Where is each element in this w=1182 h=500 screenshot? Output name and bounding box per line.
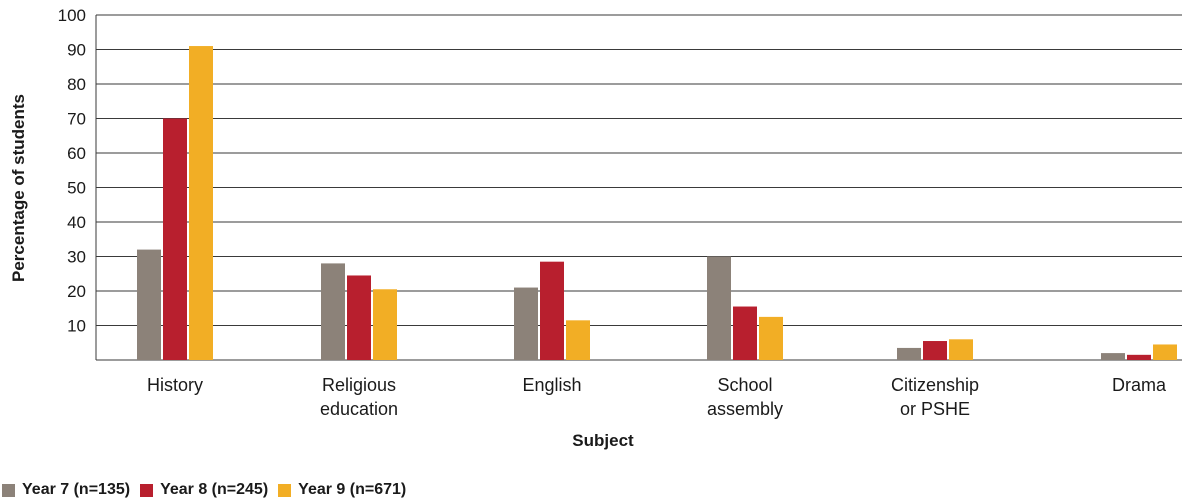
y-tick-label: 100 bbox=[58, 6, 86, 25]
y-tick-label: 50 bbox=[67, 179, 86, 198]
y-tick-label: 20 bbox=[67, 282, 86, 301]
legend-label: Year 7 (n=135) bbox=[22, 481, 131, 498]
legend-swatch bbox=[140, 483, 154, 497]
bar bbox=[733, 306, 757, 360]
bar bbox=[163, 118, 187, 360]
bar bbox=[347, 275, 371, 360]
bar bbox=[897, 347, 921, 360]
x-category-label: English bbox=[522, 375, 581, 395]
x-category-label: Religious bbox=[322, 375, 396, 395]
legend-swatch bbox=[278, 483, 292, 497]
bar bbox=[189, 46, 213, 361]
bar bbox=[514, 287, 538, 360]
bar bbox=[707, 256, 731, 360]
bar bbox=[566, 320, 590, 360]
y-tick-label: 80 bbox=[67, 75, 86, 94]
x-category-label: Citizenship bbox=[891, 375, 979, 395]
bar bbox=[949, 339, 973, 360]
x-category-label: or PSHE bbox=[900, 399, 970, 419]
bar bbox=[137, 249, 161, 360]
bar bbox=[373, 289, 397, 360]
bar bbox=[540, 261, 564, 360]
x-category-labels: History Religious education English School as… bbox=[147, 375, 1167, 419]
legend-label: Year 9 (n=671) bbox=[298, 481, 407, 498]
x-axis-title: Subject bbox=[572, 431, 634, 450]
y-tick-label: 40 bbox=[67, 213, 86, 232]
legend-swatch bbox=[2, 483, 15, 497]
bars bbox=[137, 46, 1177, 361]
x-category-label: School bbox=[717, 375, 772, 395]
x-category-label: History bbox=[147, 375, 203, 395]
legend-item: Year 9 (n=671) bbox=[278, 481, 406, 499]
bar bbox=[1153, 344, 1177, 360]
y-tick-label: 60 bbox=[67, 144, 86, 163]
y-tick-label: 70 bbox=[67, 110, 86, 129]
bar-chart: 100 90 80 70 60 50 40 30 20 10 History Religious ed… bbox=[9, 6, 1182, 450]
bar bbox=[759, 316, 783, 360]
x-category-label: Drama bbox=[1112, 375, 1167, 395]
bar bbox=[1127, 354, 1151, 360]
legend-item: Year 8 (n=245) bbox=[140, 481, 268, 499]
x-category-label: assembly bbox=[707, 399, 783, 419]
legend: Year 7 (n=135) Year 8 (n=245) Year 9 (n=67… bbox=[2, 480, 416, 500]
y-tick-label: 10 bbox=[67, 317, 86, 336]
x-category-label: education bbox=[320, 399, 398, 419]
y-axis-title: Percentage of students bbox=[9, 94, 28, 282]
legend-label: Year 8 (n=245) bbox=[160, 481, 269, 498]
legend-item: Year 7 (n=135) bbox=[2, 481, 130, 499]
bar bbox=[923, 341, 947, 360]
y-tick-labels: 100 90 80 70 60 50 40 30 20 10 bbox=[58, 6, 86, 336]
bar bbox=[1101, 353, 1125, 360]
y-tick-label: 30 bbox=[67, 248, 86, 267]
bar bbox=[321, 263, 345, 360]
y-tick-label: 90 bbox=[67, 41, 86, 60]
gridlines bbox=[95, 14, 1182, 361]
